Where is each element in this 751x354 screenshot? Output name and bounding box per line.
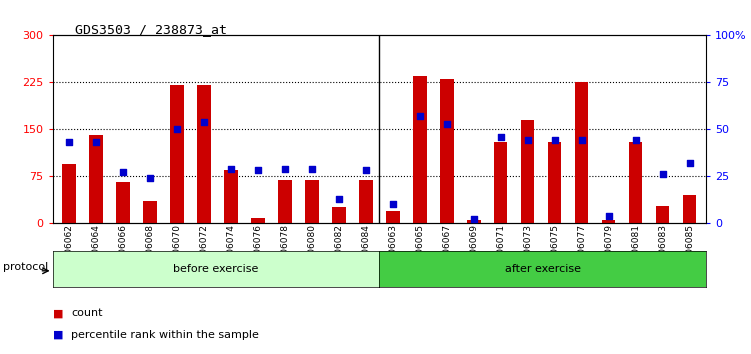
Bar — [143, 201, 156, 223]
Bar — [332, 207, 345, 223]
Point — [387, 201, 399, 207]
Bar — [629, 142, 643, 223]
Point — [630, 138, 642, 143]
Point — [170, 126, 182, 132]
Point — [549, 138, 561, 143]
Text: before exercise: before exercise — [173, 264, 258, 274]
Bar — [656, 206, 669, 223]
Point — [603, 213, 615, 218]
Bar — [197, 85, 210, 223]
Point — [90, 139, 102, 145]
Bar — [467, 220, 481, 223]
Bar — [170, 85, 183, 223]
Bar — [548, 142, 562, 223]
Point — [333, 196, 345, 201]
Point — [279, 166, 291, 171]
Bar — [62, 164, 76, 223]
Bar — [602, 220, 616, 223]
Point — [656, 171, 668, 177]
Bar — [278, 181, 291, 223]
Bar — [440, 79, 454, 223]
Point — [143, 175, 155, 181]
Bar — [683, 195, 696, 223]
Text: count: count — [71, 308, 103, 318]
Point — [414, 113, 426, 119]
Bar — [305, 181, 318, 223]
Point — [198, 119, 210, 125]
Text: percentile rank within the sample: percentile rank within the sample — [71, 330, 259, 339]
Point — [252, 168, 264, 173]
Text: GDS3503 / 238873_at: GDS3503 / 238873_at — [75, 23, 227, 36]
Bar — [575, 82, 589, 223]
Text: after exercise: after exercise — [505, 264, 581, 274]
Bar — [251, 218, 264, 223]
Bar — [521, 120, 535, 223]
Bar — [116, 182, 129, 223]
Point — [116, 170, 128, 175]
Point — [576, 138, 588, 143]
Text: ■: ■ — [53, 330, 63, 339]
Bar — [386, 211, 400, 223]
Bar — [89, 136, 103, 223]
Point — [63, 139, 75, 145]
Point — [225, 166, 237, 171]
Point — [495, 134, 507, 139]
Bar — [413, 76, 427, 223]
Text: ■: ■ — [53, 308, 63, 318]
Point — [468, 216, 480, 222]
Point — [360, 168, 372, 173]
Text: protocol: protocol — [3, 262, 48, 272]
Bar — [224, 170, 237, 223]
Point — [441, 121, 453, 126]
Point — [683, 160, 695, 166]
Point — [522, 138, 534, 143]
Bar — [494, 142, 508, 223]
Bar — [359, 181, 372, 223]
Point — [306, 166, 318, 171]
